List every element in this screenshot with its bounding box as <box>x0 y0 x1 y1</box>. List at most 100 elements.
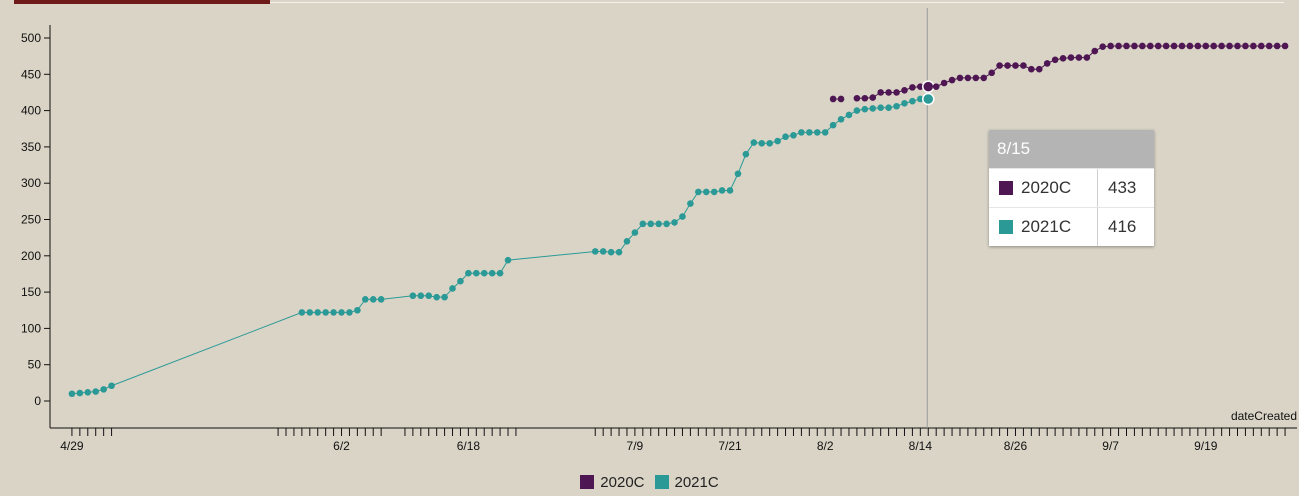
data-point[interactable] <box>750 139 758 146</box>
data-point[interactable] <box>1051 56 1059 64</box>
data-point[interactable] <box>425 292 433 300</box>
data-point[interactable] <box>1281 42 1289 50</box>
data-point[interactable] <box>726 187 734 194</box>
data-point[interactable] <box>734 170 742 178</box>
data-point[interactable] <box>766 139 773 147</box>
data-point[interactable] <box>837 95 845 103</box>
data-point[interactable] <box>1004 62 1011 69</box>
data-point[interactable] <box>631 229 639 236</box>
data-point[interactable] <box>893 89 900 96</box>
data-point[interactable] <box>853 94 861 102</box>
data-point[interactable] <box>917 83 924 90</box>
data-point[interactable] <box>655 220 662 228</box>
data-point[interactable] <box>1146 42 1154 50</box>
data-point[interactable] <box>298 309 306 316</box>
data-point[interactable] <box>1091 47 1099 55</box>
hover-point-2020c[interactable] <box>922 80 935 93</box>
data-point[interactable] <box>932 83 940 90</box>
data-point[interactable] <box>362 296 369 303</box>
data-point[interactable] <box>84 388 92 396</box>
data-point[interactable] <box>647 220 655 228</box>
data-point[interactable] <box>599 248 607 255</box>
data-point[interactable] <box>877 89 884 96</box>
data-point[interactable] <box>956 74 964 82</box>
data-point[interactable] <box>972 74 980 82</box>
data-point[interactable] <box>623 237 631 245</box>
data-point[interactable] <box>948 76 956 84</box>
data-point[interactable] <box>790 131 797 139</box>
data-point[interactable] <box>417 292 425 300</box>
data-point[interactable] <box>1210 42 1218 50</box>
series-layer[interactable] <box>68 42 1289 398</box>
hover-point-2021c[interactable] <box>922 92 935 106</box>
data-point[interactable] <box>1273 42 1281 50</box>
data-point[interactable] <box>1139 42 1146 50</box>
data-point[interactable] <box>1035 65 1043 73</box>
data-point[interactable] <box>861 94 869 102</box>
data-point[interactable] <box>1059 55 1067 62</box>
data-point[interactable] <box>108 382 115 390</box>
series-2021c[interactable] <box>68 92 935 398</box>
data-point[interactable] <box>798 129 805 136</box>
data-point[interactable] <box>663 220 670 228</box>
data-point[interactable] <box>488 269 496 277</box>
data-point[interactable] <box>695 188 702 196</box>
data-point[interactable] <box>1043 60 1051 67</box>
data-point[interactable] <box>1154 42 1162 50</box>
data-point[interactable] <box>996 62 1003 69</box>
data-point[interactable] <box>1099 43 1107 51</box>
data-point[interactable] <box>813 129 821 136</box>
data-point[interactable] <box>837 116 845 123</box>
data-point[interactable] <box>1107 42 1114 50</box>
data-point[interactable] <box>893 102 900 110</box>
data-point[interactable] <box>877 104 884 111</box>
data-point[interactable] <box>1075 54 1083 61</box>
data-point[interactable] <box>1162 42 1170 50</box>
data-point[interactable] <box>1170 42 1178 50</box>
data-point[interactable] <box>782 133 789 141</box>
data-point[interactable] <box>1115 42 1122 50</box>
data-point[interactable] <box>591 248 599 255</box>
data-point[interactable] <box>1012 62 1019 69</box>
data-point[interactable] <box>441 293 448 301</box>
data-point[interactable] <box>496 269 504 277</box>
data-point[interactable] <box>758 139 766 147</box>
data-point[interactable] <box>1250 42 1257 50</box>
data-point[interactable] <box>940 79 948 87</box>
data-point[interactable] <box>92 388 100 395</box>
data-point[interactable] <box>885 104 892 111</box>
data-point[interactable] <box>1242 42 1249 50</box>
data-point[interactable] <box>1257 42 1265 50</box>
data-point[interactable] <box>980 74 988 82</box>
data-point[interactable] <box>480 269 488 277</box>
data-point[interactable] <box>774 137 781 145</box>
data-point[interactable] <box>306 309 314 316</box>
data-point[interactable] <box>718 187 726 194</box>
data-point[interactable] <box>457 277 464 285</box>
data-point[interactable] <box>615 248 623 256</box>
data-point[interactable] <box>901 86 908 94</box>
legend-item-2020c[interactable]: 2020C <box>580 474 645 491</box>
data-point[interactable] <box>607 248 615 256</box>
data-point[interactable] <box>1234 42 1241 50</box>
data-point[interactable] <box>449 285 456 292</box>
data-point[interactable] <box>369 296 377 303</box>
data-point[interactable] <box>322 309 329 316</box>
data-point[interactable] <box>988 69 995 77</box>
data-point[interactable] <box>1131 42 1138 50</box>
data-point[interactable] <box>742 150 750 158</box>
data-point[interactable] <box>504 256 512 264</box>
data-point[interactable] <box>710 188 718 196</box>
data-point[interactable] <box>100 386 107 393</box>
data-point[interactable] <box>821 129 829 136</box>
data-point[interactable] <box>829 95 837 103</box>
series-2020c[interactable] <box>829 42 1289 103</box>
data-point[interactable] <box>330 309 337 316</box>
data-point[interactable] <box>909 84 916 91</box>
data-point[interactable] <box>433 293 440 301</box>
data-point[interactable] <box>885 89 892 96</box>
data-point[interactable] <box>1194 42 1202 50</box>
data-point[interactable] <box>1020 62 1027 69</box>
data-point[interactable] <box>869 94 877 101</box>
data-point[interactable] <box>687 200 694 207</box>
